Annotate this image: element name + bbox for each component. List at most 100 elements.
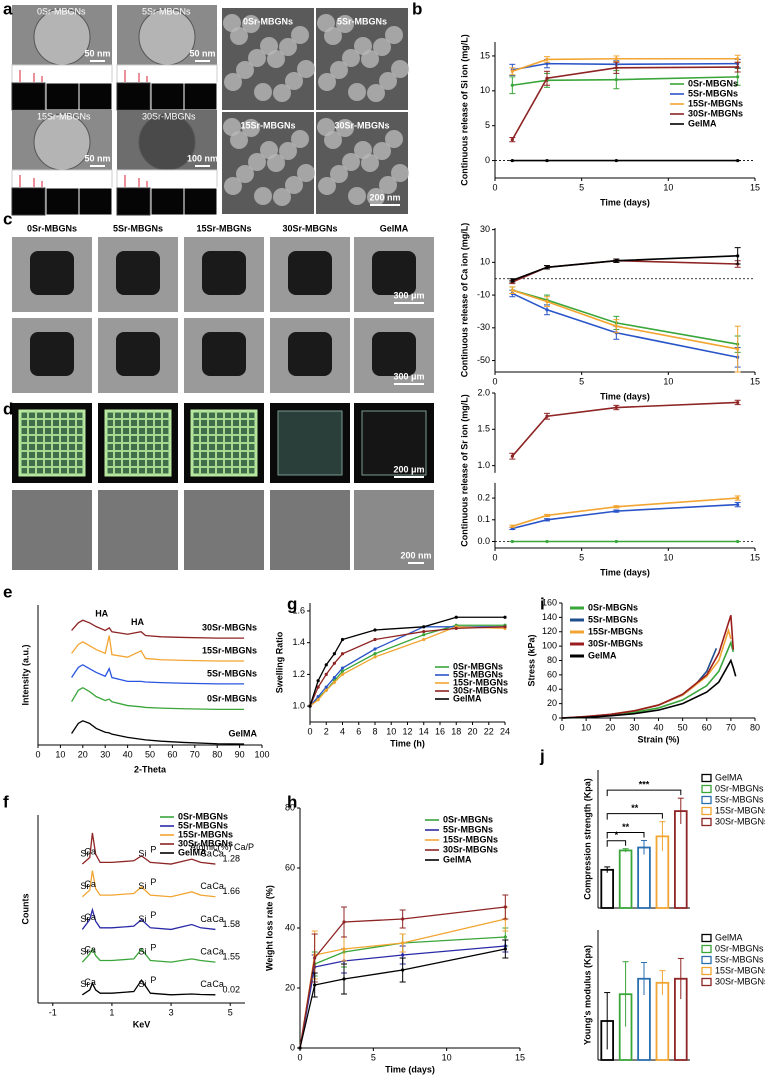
marker xyxy=(614,509,618,513)
x-tick-label: 90 xyxy=(235,749,245,759)
particle xyxy=(33,113,91,171)
scaffold xyxy=(277,410,343,476)
series-line xyxy=(71,635,245,662)
particle xyxy=(391,164,409,182)
micrograph xyxy=(98,490,178,570)
legend-label: 15Sr-MBGNs xyxy=(453,677,508,687)
marker xyxy=(503,625,507,629)
micrograph xyxy=(270,490,350,570)
legend-label: 5Sr-MBGNs xyxy=(588,614,638,624)
y-axis-label: Stress (kPa) xyxy=(526,634,536,686)
series-line xyxy=(561,658,737,719)
series-line xyxy=(81,947,216,963)
series-label: 5Sr-MBGNs xyxy=(207,668,257,678)
x-tick-label: 70 xyxy=(726,722,736,732)
marker xyxy=(316,685,320,689)
x-tick-label: 0 xyxy=(297,1052,302,1062)
x-tick-label: 5 xyxy=(371,1052,376,1062)
x-tick-label: 10 xyxy=(663,182,673,192)
legend-label: 30Sr-MBGNs xyxy=(588,638,643,648)
series-line xyxy=(512,57,738,73)
particle xyxy=(297,60,315,78)
x-tick-label: 60 xyxy=(167,749,177,759)
peak-label: Ca xyxy=(84,879,96,889)
marker xyxy=(545,513,549,518)
legend-label: 0Sr-MBGNs xyxy=(178,811,228,821)
y-axis-label: Continuous release of Si ion (mg/L) xyxy=(459,34,469,186)
particle xyxy=(291,26,309,44)
series-label: 0Sr-MBGNs xyxy=(207,694,257,704)
marker xyxy=(340,672,345,677)
marker xyxy=(503,947,507,951)
y-tick-label: -50 xyxy=(477,355,490,365)
marker xyxy=(545,265,549,269)
marker xyxy=(736,503,740,507)
peak-label: Ca xyxy=(200,947,212,957)
particle xyxy=(279,38,297,56)
particle xyxy=(230,131,248,149)
marker xyxy=(545,76,549,80)
scaffold xyxy=(361,410,427,476)
x-tick-label: 0 xyxy=(35,749,40,759)
marker xyxy=(736,539,740,544)
marker xyxy=(614,158,618,163)
particle xyxy=(273,84,291,102)
peak-label: Ca xyxy=(200,848,212,858)
peak-label: Ca xyxy=(84,912,96,922)
particle xyxy=(248,153,266,171)
ca-p-ratio: 1.66 xyxy=(222,886,240,896)
particle xyxy=(379,176,397,194)
legend-label: GelMA xyxy=(715,772,743,782)
marker xyxy=(614,259,618,263)
marker xyxy=(736,400,740,405)
eds-spectrum xyxy=(116,64,218,84)
legend-label: 0Sr-MBGNs xyxy=(715,783,764,793)
x-tick-label: 80 xyxy=(750,722,760,732)
annotation: HA xyxy=(95,608,108,618)
ca-p-ratio: 0.02 xyxy=(222,984,240,994)
scale-label: 200 μm xyxy=(393,464,424,474)
marker xyxy=(545,57,549,62)
peak-label: Sr xyxy=(80,979,89,989)
x-tick-label: 0 xyxy=(307,726,312,736)
pore xyxy=(30,251,74,295)
y-tick-label: 20 xyxy=(285,982,295,992)
marker xyxy=(324,663,328,667)
legend-label: 30Sr-MBGNs xyxy=(443,844,498,854)
y-tick-label: -30 xyxy=(477,322,490,332)
series-line xyxy=(71,664,245,685)
x-tick-label: 40 xyxy=(123,749,133,759)
legend-label: GelMA xyxy=(453,693,482,703)
marker xyxy=(342,920,346,924)
panel-letter: g xyxy=(287,594,297,613)
bar xyxy=(637,846,651,909)
marker xyxy=(510,524,514,528)
marker xyxy=(736,57,740,61)
x-tick-label: 4 xyxy=(340,726,345,736)
bar xyxy=(618,849,633,909)
panel-letter: b xyxy=(412,0,422,18)
x-tick-label: 14 xyxy=(419,726,429,736)
y-tick-label: 30 xyxy=(480,224,490,234)
eds-map xyxy=(116,82,151,111)
x-tick-label: 10 xyxy=(663,376,673,386)
marker xyxy=(316,695,320,699)
x-tick-label: 5 xyxy=(579,552,584,562)
peak-label: Si xyxy=(138,979,146,989)
series-line xyxy=(81,870,216,898)
x-tick-label: 30 xyxy=(100,749,110,759)
y-tick-label: 15 xyxy=(480,50,490,60)
marker xyxy=(510,454,514,458)
marker xyxy=(340,637,345,642)
marker xyxy=(373,647,377,651)
marker xyxy=(614,324,618,328)
significance-bracket xyxy=(606,789,682,797)
peak-label: Ca xyxy=(212,947,224,957)
legend-label: 30Sr-MBGNs xyxy=(715,976,765,986)
particle xyxy=(367,84,385,102)
series-line xyxy=(512,503,738,530)
particle xyxy=(330,165,348,183)
marker xyxy=(503,905,507,909)
y-tick-label: 80 xyxy=(285,802,295,812)
